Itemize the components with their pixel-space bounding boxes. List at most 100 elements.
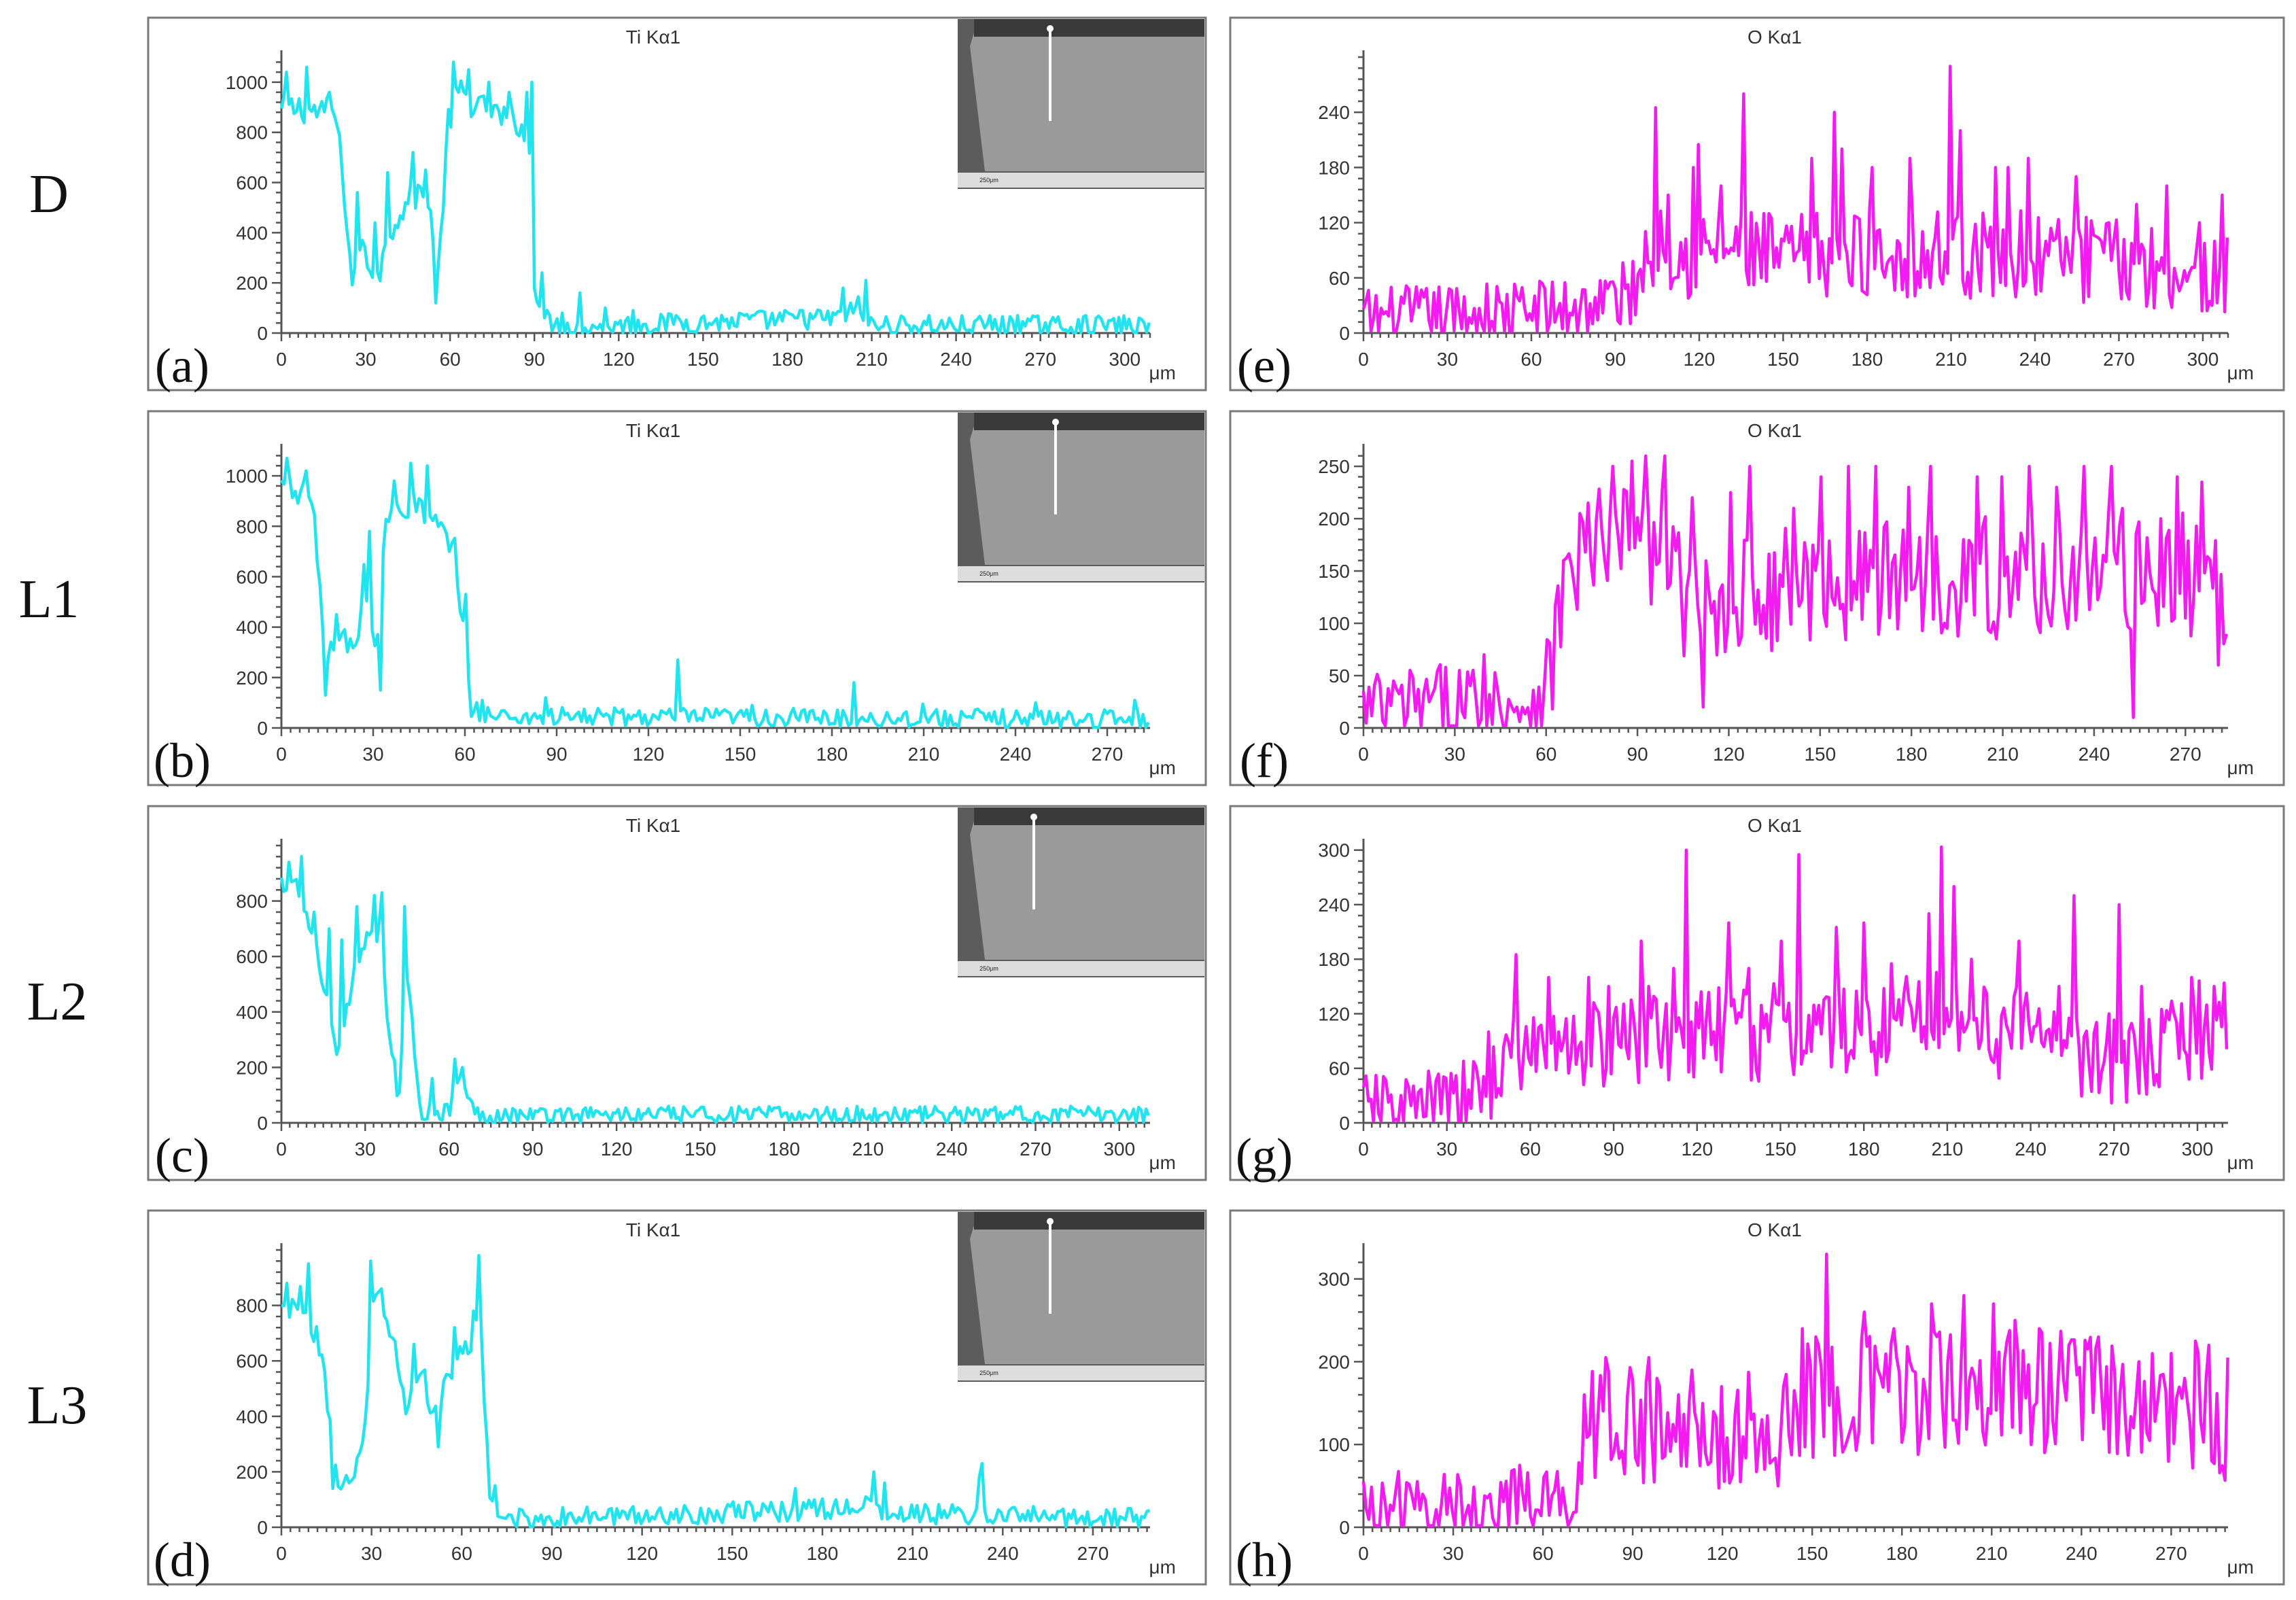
- x-tick-label: 270: [1024, 349, 1056, 370]
- x-tick-label: 300: [2182, 1138, 2214, 1160]
- x-tick-label: 90: [522, 1138, 543, 1160]
- x-tick-label: 180: [771, 349, 803, 370]
- x-tick-label: 300: [1109, 349, 1141, 370]
- y-tick-label: 200: [236, 1461, 268, 1482]
- x-unit-label: μm: [1149, 1556, 1176, 1578]
- x-tick-label: 180: [1886, 1543, 1918, 1564]
- sem-scan-start: [1030, 814, 1037, 820]
- series-line-o: [1361, 845, 2229, 1123]
- x-tick-label: 0: [276, 1543, 287, 1564]
- y-tick-label: 60: [1329, 1058, 1350, 1079]
- x-tick-label: 90: [1603, 1138, 1624, 1160]
- x-tick-label: 60: [438, 1138, 459, 1160]
- x-tick-label: 60: [451, 1543, 472, 1564]
- x-tick-label: 300: [2187, 349, 2219, 370]
- y-tick-label: 240: [1318, 894, 1350, 916]
- chart-panel-a: Ti Kα1 0 30 60 90 120 150 180 210 240 270 300 0 200 40…: [147, 16, 1207, 393]
- series-line-ti: [279, 60, 1151, 334]
- x-tick-label: 150: [684, 1138, 716, 1160]
- x-tick-label: 90: [524, 349, 545, 370]
- chart-title: Ti Kα1: [626, 27, 681, 48]
- sem-sample-face: [970, 19, 1204, 171]
- x-tick-label: 0: [1358, 349, 1369, 370]
- x-unit-label: μm: [1149, 362, 1176, 383]
- x-unit-label: μm: [1149, 757, 1176, 778]
- chart-title: O Kα1: [1747, 27, 1802, 48]
- sem-inset-image: 250μm: [958, 1212, 1204, 1382]
- y-tick-label: 400: [236, 1002, 268, 1023]
- y-tick-label: 180: [1318, 949, 1350, 970]
- x-tick-label: 60: [454, 744, 475, 765]
- x-tick-label: 240: [2078, 744, 2110, 765]
- x-tick-label: 150: [1767, 349, 1799, 370]
- chart-title: O Kα1: [1747, 815, 1802, 836]
- x-unit-label: μm: [2227, 757, 2254, 778]
- x-tick-label: 120: [626, 1543, 658, 1564]
- y-tick-label: 400: [236, 222, 268, 243]
- chart-panel-c: Ti Kα1 0 30 60 90 120 150 180 210 240 270 300 0 200 40…: [147, 805, 1207, 1183]
- y-tick-label: 800: [236, 122, 268, 143]
- y-tick-label: 120: [1318, 213, 1350, 234]
- sem-databar: [958, 961, 1204, 976]
- x-tick-label: 30: [1437, 349, 1458, 370]
- x-tick-label: 30: [355, 1138, 376, 1160]
- x-tick-label: 150: [1764, 1138, 1796, 1160]
- sem-sample-face: [970, 1212, 1204, 1364]
- x-tick-label: 180: [1851, 349, 1883, 370]
- panel-letter: (c): [155, 1128, 209, 1183]
- panel-frame: [1229, 16, 2285, 392]
- x-tick-label: 90: [546, 744, 567, 765]
- x-unit-label: μm: [1149, 1152, 1176, 1173]
- chart-panel-f: O Kα1 0 30 60 90 120 150 180 210 240 270 0 50 100 150 2…: [1229, 410, 2285, 788]
- x-tick-label: 0: [1358, 744, 1369, 765]
- panel-letter: (f): [1240, 733, 1289, 788]
- x-tick-label: 270: [2155, 1543, 2187, 1564]
- y-tick-label: 600: [236, 173, 268, 194]
- sem-scale-text: 250μm: [979, 1370, 998, 1376]
- sem-scale-text: 250μm: [979, 570, 998, 577]
- panel-letter: (h): [1236, 1533, 1293, 1587]
- sem-databar: [958, 1366, 1204, 1380]
- panel-letter: (g): [1236, 1128, 1293, 1183]
- y-tick-label: 0: [1339, 1113, 1350, 1134]
- x-tick-label: 180: [1896, 744, 1928, 765]
- panel-letter: (b): [154, 733, 211, 788]
- series-line-ti: [281, 1253, 1151, 1529]
- chart-title: O Kα1: [1747, 1219, 1802, 1240]
- x-unit-label: μm: [2227, 1556, 2254, 1578]
- x-tick-label: 270: [2170, 744, 2202, 765]
- y-tick-label: 600: [236, 946, 268, 967]
- x-tick-label: 240: [940, 349, 972, 370]
- x-tick-label: 60: [1535, 744, 1556, 765]
- y-tick-label: 600: [236, 1351, 268, 1372]
- x-tick-label: 60: [1520, 349, 1542, 370]
- y-tick-label: 800: [236, 516, 268, 537]
- y-tick-label: 0: [1339, 718, 1350, 739]
- x-tick-label: 210: [856, 349, 888, 370]
- x-tick-label: 150: [687, 349, 719, 370]
- x-tick-label: 30: [355, 349, 376, 370]
- y-tick-label: 250: [1318, 456, 1350, 477]
- row-label-l3: L3: [27, 1376, 88, 1436]
- panel-letter: (d): [154, 1533, 211, 1587]
- x-tick-label: 60: [1533, 1543, 1554, 1564]
- y-tick-label: 100: [1318, 613, 1350, 634]
- x-tick-label: 240: [2015, 1138, 2047, 1160]
- sem-coating-edge: [974, 19, 1204, 37]
- y-tick-label: 300: [1318, 840, 1350, 861]
- sem-inset-image: 250μm: [958, 413, 1204, 582]
- x-tick-label: 210: [1932, 1138, 1964, 1160]
- x-tick-label: 270: [2103, 349, 2135, 370]
- x-tick-label: 150: [716, 1543, 748, 1564]
- y-tick-label: 180: [1318, 157, 1350, 178]
- y-tick-label: 0: [1339, 1517, 1350, 1538]
- x-tick-label: 240: [987, 1543, 1019, 1564]
- sem-scan-start: [1047, 25, 1054, 32]
- x-tick-label: 30: [362, 744, 383, 765]
- sem-coating-edge: [974, 413, 1204, 430]
- y-tick-label: 50: [1329, 665, 1350, 686]
- series-line-ti: [279, 855, 1150, 1124]
- chart-panel-h: O Kα1 0 30 60 90 120 150 180 210 240 270 0 100 200 300…: [1229, 1209, 2285, 1587]
